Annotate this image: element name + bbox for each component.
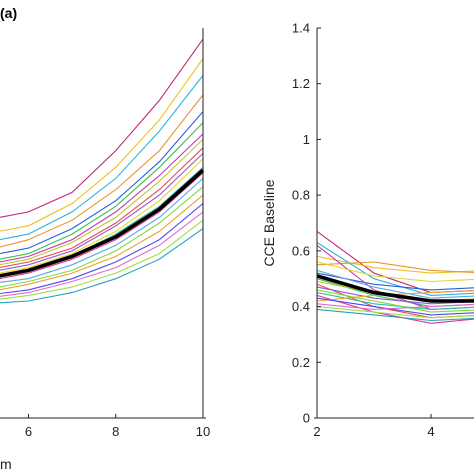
series-line-9: [0, 147, 204, 269]
series-line-19: [0, 219, 204, 300]
series-line-2: [316, 255, 474, 274]
series-line-19: [316, 306, 474, 319]
series-line-3: [0, 75, 204, 241]
series-line-14: [0, 177, 204, 283]
x-tick-label: 2: [313, 424, 320, 439]
series-line-3: [316, 242, 474, 296]
series-line-6: [0, 122, 204, 260]
series-line-18: [316, 303, 474, 310]
series-line-18: [0, 211, 204, 297]
mean-line: [0, 168, 205, 278]
mean-line: [316, 274, 474, 303]
series-line-10: [316, 286, 474, 305]
chart-panel-b: 2 4 0 0.2 0.4 0.6 0.8 1 1.2 1.4 CCE Baseline: [261, 21, 474, 439]
series-line-11: [316, 261, 474, 283]
series-line-10: [0, 153, 204, 271]
y-tick-label: 1.2: [292, 76, 310, 91]
series-group: [0, 38, 205, 304]
series-line-13: [0, 172, 204, 280]
series-line-17: [316, 297, 474, 316]
series-line-17: [0, 203, 204, 295]
series-line-2: [0, 58, 204, 232]
series-line-12: [0, 166, 204, 277]
x-axis-label: m: [0, 456, 12, 472]
y-tick-label: 1.4: [292, 21, 310, 36]
y-tick-label: 0.8: [292, 188, 310, 203]
series-line-20: [316, 308, 474, 322]
x-tick-label: 4: [427, 424, 434, 439]
series-line-13: [316, 294, 474, 324]
series-line-7: [0, 133, 204, 263]
y-tick-label: 1: [303, 132, 310, 147]
y-tick-label: 0.6: [292, 243, 310, 258]
x-tick-label: 6: [25, 424, 32, 439]
series-line-16: [316, 290, 474, 302]
series-line-12: [316, 292, 474, 310]
chart-panel-a: 6 8 10 (a) m: [0, 5, 210, 472]
series-line-5: [316, 272, 474, 291]
series-line-15: [0, 186, 204, 288]
y-axis-label: CCE Baseline: [261, 179, 277, 266]
series-line-5: [0, 111, 204, 255]
y-tick-label: 0: [303, 411, 310, 426]
series-group: [316, 230, 474, 324]
y-tick-label: 0.2: [292, 355, 310, 370]
series-line-16: [0, 194, 204, 291]
series-line-20: [0, 228, 204, 304]
series-line-14: [316, 269, 474, 299]
series-line-4: [316, 261, 474, 273]
series-line-11: [0, 158, 204, 274]
y-tick-label: 0.4: [292, 299, 310, 314]
series-line-1: [0, 38, 204, 218]
x-tick-label: 8: [112, 424, 119, 439]
x-tick-label: 10: [196, 424, 210, 439]
series-line-8: [0, 139, 204, 266]
panel-label: (a): [0, 5, 17, 21]
series-line-4: [0, 94, 204, 248]
